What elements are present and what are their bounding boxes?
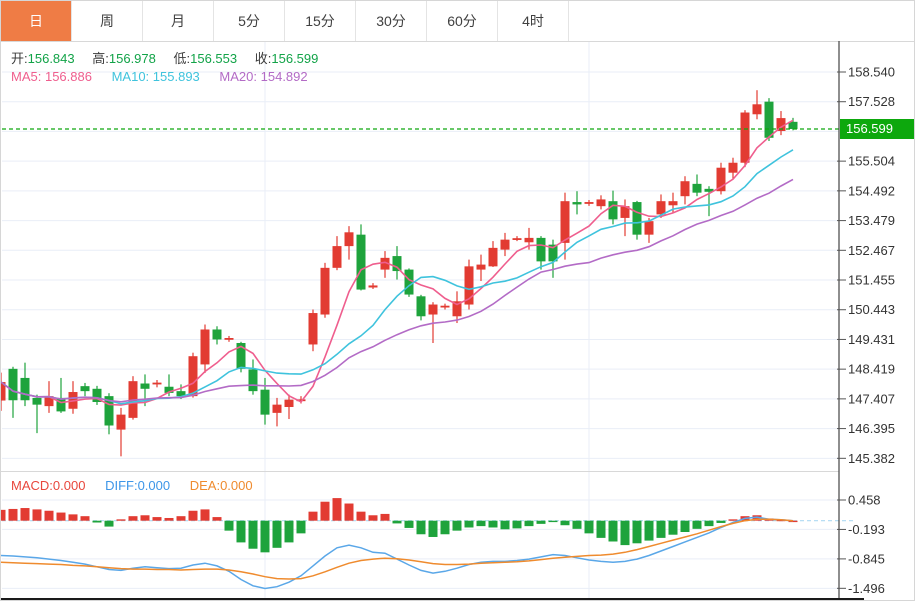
svg-text:148.419: 148.419 xyxy=(848,362,895,377)
low-value: 156.553 xyxy=(190,51,238,66)
svg-text:151.455: 151.455 xyxy=(848,273,895,288)
tab-interval-30min[interactable]: 30分 xyxy=(356,1,427,41)
ohlc-readout: 开:156.843 高:156.978 低:156.553 收:156.599 xyxy=(11,48,332,67)
low-label: 低: xyxy=(173,51,191,66)
svg-text:155.504: 155.504 xyxy=(848,154,895,169)
svg-text:153.479: 153.479 xyxy=(848,213,895,228)
svg-text:146.395: 146.395 xyxy=(848,421,895,436)
open-label: 开: xyxy=(11,51,28,66)
svg-text:-0.845: -0.845 xyxy=(848,551,885,566)
macd-value: MACD:0.000 xyxy=(11,478,86,493)
dea-value: DEA:0.000 xyxy=(189,478,253,493)
tab-interval-day[interactable]: 日 xyxy=(1,1,72,41)
tab-interval-15min[interactable]: 15分 xyxy=(285,1,356,41)
svg-text:150.443: 150.443 xyxy=(848,302,895,317)
svg-text:152.467: 152.467 xyxy=(848,243,895,258)
svg-text:147.407: 147.407 xyxy=(848,391,895,406)
svg-text:-0.193: -0.193 xyxy=(848,522,885,537)
svg-text:0.458: 0.458 xyxy=(848,492,881,507)
macd-readout: MACD:0.000 DIFF:0.000 DEA:0.000 xyxy=(11,478,253,493)
tab-interval-month[interactable]: 月 xyxy=(143,1,214,41)
svg-text:145.382: 145.382 xyxy=(848,451,895,466)
tab-interval-60min[interactable]: 60分 xyxy=(427,1,498,41)
ma-readout: MA5: 156.886 MA10: 155.893 MA20: 154.892 xyxy=(11,69,308,84)
interval-tabbar: 日 周 月 5分 15分 30分 60分 4时 xyxy=(1,1,914,41)
close-value: 156.599 xyxy=(271,51,319,66)
current-price-tag: 156.599 xyxy=(840,119,914,139)
svg-text:-1.496: -1.496 xyxy=(848,581,885,596)
svg-text:158.540: 158.540 xyxy=(848,65,895,80)
ma20-readout: MA20: 154.892 xyxy=(219,69,308,84)
high-value: 156.978 xyxy=(108,51,156,66)
svg-text:154.492: 154.492 xyxy=(848,183,895,198)
diff-value: DIFF:0.000 xyxy=(105,478,171,493)
open-value: 156.843 xyxy=(27,51,75,66)
tab-interval-5min[interactable]: 5分 xyxy=(214,1,285,41)
high-label: 高: xyxy=(92,51,109,66)
svg-text:157.528: 157.528 xyxy=(848,94,895,109)
close-label: 收: xyxy=(254,51,272,66)
ma5-readout: MA5: 156.886 xyxy=(11,69,92,84)
tab-interval-week[interactable]: 周 xyxy=(72,1,143,41)
svg-text:149.431: 149.431 xyxy=(848,332,895,347)
ma10-readout: MA10: 155.893 xyxy=(111,69,200,84)
tab-interval-4hour[interactable]: 4时 xyxy=(498,1,569,41)
